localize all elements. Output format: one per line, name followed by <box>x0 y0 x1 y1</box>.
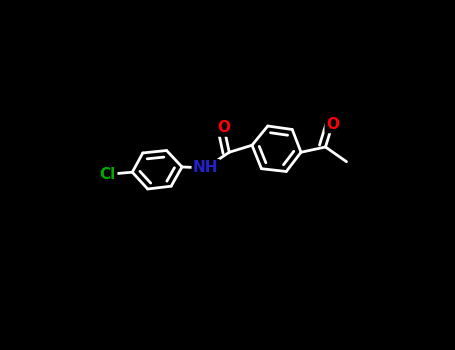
Text: O: O <box>217 120 231 135</box>
Text: NH: NH <box>193 161 218 175</box>
Text: O: O <box>326 117 339 132</box>
Text: Cl: Cl <box>100 167 116 182</box>
